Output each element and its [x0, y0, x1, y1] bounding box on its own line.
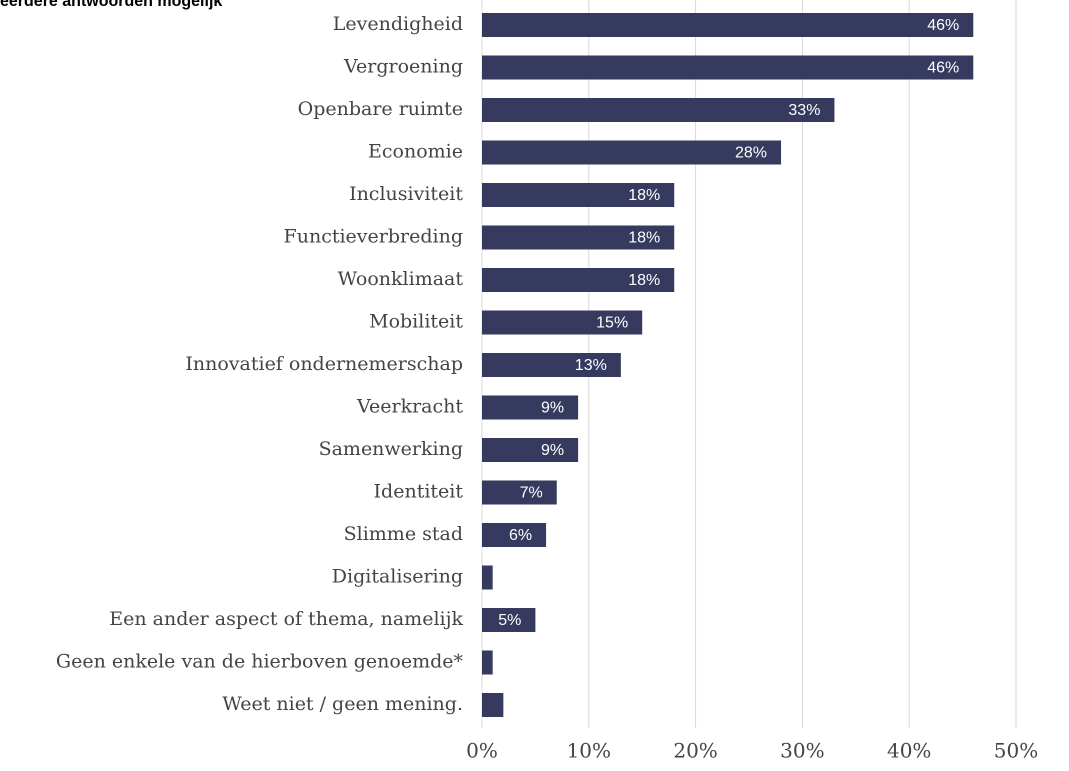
data-label: 9% [541, 400, 564, 417]
y-tick-label: Economie [368, 141, 463, 163]
y-tick-label: Levendigheid [333, 13, 463, 35]
data-label: 5% [498, 612, 521, 629]
bar [482, 98, 835, 122]
x-tick-label: 40% [887, 739, 931, 763]
x-tick-label: 0% [466, 739, 498, 763]
data-label: 9% [541, 442, 564, 459]
bar [482, 268, 675, 292]
x-tick-label: 30% [780, 739, 824, 763]
y-tick-label: Openbare ruimte [298, 98, 463, 120]
data-label: 18% [628, 187, 660, 204]
data-label: 28% [735, 145, 767, 162]
y-tick-label: Identiteit [374, 481, 464, 503]
y-tick-label: Functieverbreding [284, 226, 463, 248]
data-label: 15% [596, 315, 628, 332]
bar [482, 353, 621, 377]
bar [482, 523, 547, 547]
data-label: 18% [628, 272, 660, 289]
data-label: 18% [628, 230, 660, 247]
y-tick-label: Veerkracht [356, 396, 463, 418]
x-tick-label: 50% [994, 739, 1038, 763]
chart-title: eerdere antwoorden mogelijk [0, 0, 222, 10]
y-tick-label: Weet niet / geen mening. [222, 693, 463, 715]
bar [482, 565, 493, 590]
bar [482, 140, 782, 165]
bar [482, 310, 643, 335]
bar [482, 225, 675, 250]
y-tick-label: Een ander aspect of thema, namelijk [109, 608, 463, 630]
y-tick-label: Inclusiviteit [349, 183, 463, 205]
x-tick-label: 20% [673, 739, 717, 763]
x-tick-label: 10% [567, 739, 611, 763]
data-label: 46% [927, 60, 959, 77]
y-tick-label: Woonklimaat [338, 268, 464, 290]
y-tick-label: Samenwerking [319, 438, 463, 460]
bar [482, 13, 974, 37]
y-tick-label: Mobiliteit [369, 311, 463, 333]
bar [482, 480, 557, 505]
bar [482, 608, 536, 632]
data-label: 7% [520, 485, 543, 502]
y-tick-label: Innovatief ondernemerschap [185, 353, 463, 375]
bar [482, 650, 493, 675]
bar [482, 183, 675, 207]
data-label: 46% [927, 17, 959, 34]
y-tick-label: Slimme stad [344, 523, 463, 545]
bar [482, 55, 974, 80]
data-label: 33% [788, 102, 820, 119]
y-tick-label: Digitalisering [332, 566, 463, 588]
data-label: 6% [509, 527, 532, 544]
bar [482, 395, 579, 420]
bar [482, 438, 579, 462]
bar [482, 693, 504, 717]
y-tick-label: Geen enkele van de hierboven genoemde* [56, 651, 464, 673]
y-tick-label: Vergroening [343, 56, 463, 78]
data-label: 13% [575, 357, 607, 374]
